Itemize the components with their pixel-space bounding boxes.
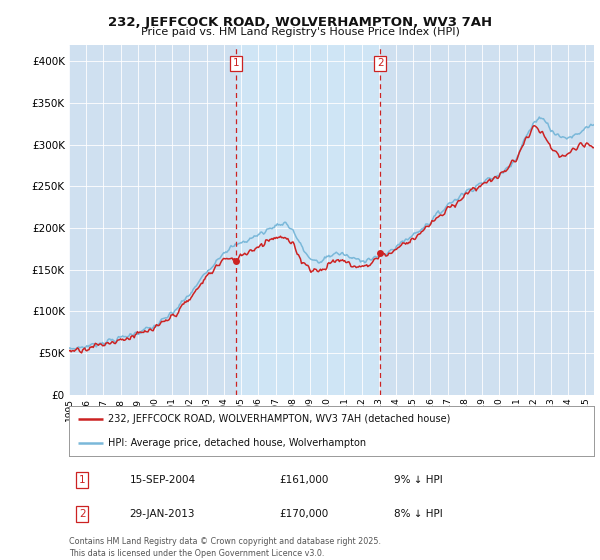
Text: 8% ↓ HPI: 8% ↓ HPI xyxy=(395,509,443,519)
Text: Price paid vs. HM Land Registry's House Price Index (HPI): Price paid vs. HM Land Registry's House … xyxy=(140,27,460,37)
Text: HPI: Average price, detached house, Wolverhampton: HPI: Average price, detached house, Wolv… xyxy=(109,438,367,449)
Text: Contains HM Land Registry data © Crown copyright and database right 2025.
This d: Contains HM Land Registry data © Crown c… xyxy=(69,537,381,558)
Text: £170,000: £170,000 xyxy=(279,509,328,519)
Text: 1: 1 xyxy=(79,475,85,486)
Text: £161,000: £161,000 xyxy=(279,475,328,486)
Bar xyxy=(236,45,380,395)
Text: 2: 2 xyxy=(377,58,383,68)
Text: 1: 1 xyxy=(233,58,239,68)
Text: 9% ↓ HPI: 9% ↓ HPI xyxy=(395,475,443,486)
Text: 232, JEFFCOCK ROAD, WOLVERHAMPTON, WV3 7AH (detached house): 232, JEFFCOCK ROAD, WOLVERHAMPTON, WV3 7… xyxy=(109,414,451,424)
Text: 232, JEFFCOCK ROAD, WOLVERHAMPTON, WV3 7AH: 232, JEFFCOCK ROAD, WOLVERHAMPTON, WV3 7… xyxy=(108,16,492,29)
Text: 29-JAN-2013: 29-JAN-2013 xyxy=(130,509,195,519)
Text: 2: 2 xyxy=(79,509,85,519)
Text: 15-SEP-2004: 15-SEP-2004 xyxy=(130,475,196,486)
